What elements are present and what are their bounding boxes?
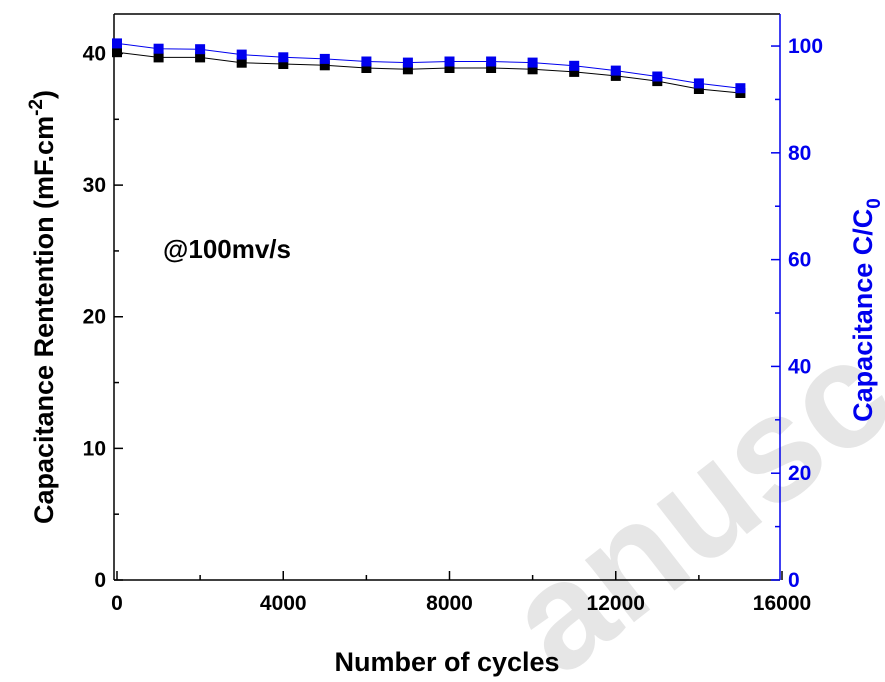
series-left-point (319, 60, 330, 71)
series-left-point (486, 63, 497, 73)
series-left-point (236, 57, 247, 68)
series-right-point (112, 38, 122, 49)
y-right-tick-label: 60 (788, 249, 811, 272)
y-left-tick-label: 0 (94, 569, 106, 592)
x-tick-label: 0 (111, 592, 123, 615)
series-left-point (195, 52, 206, 63)
y-right-axis-title: Capacitance C/C0 (848, 198, 885, 422)
series-layer (112, 38, 746, 98)
watermark-text: anusc (476, 306, 885, 682)
series-right-point (319, 53, 330, 64)
y-left-tick-label: 30 (83, 174, 106, 197)
y-right-tick-label: 20 (788, 462, 811, 485)
x-tick-label: 8000 (426, 592, 473, 615)
y-left-tick-label: 20 (83, 306, 106, 329)
y-left-tick-label: 40 (83, 42, 106, 65)
y-left-axis-title: Capacitance Rentention (mF.cm-2) (26, 90, 59, 524)
series-left-point (402, 64, 413, 75)
x-tick-label: 4000 (260, 592, 307, 615)
series-left-point (444, 63, 455, 73)
series-right-point (236, 49, 247, 60)
y-right-tick-label: 100 (788, 35, 823, 58)
series-right-line (116, 42, 741, 89)
series-left-point (569, 66, 580, 77)
rate-annotation: @100mv/s (163, 234, 291, 264)
series-right-point (527, 57, 538, 68)
x-tick-label: 16000 (753, 592, 811, 615)
series-right-point (195, 44, 206, 55)
series-right-point (693, 78, 704, 89)
ticks (114, 45, 783, 581)
y-right-tick-label: 80 (788, 142, 811, 165)
series-right-point (444, 56, 455, 67)
series-left-point (610, 70, 621, 81)
series-right-point (735, 83, 746, 94)
y-right-tick-label: 40 (788, 355, 811, 378)
series-left-point (278, 59, 289, 69)
y-left-title-sup: -2 (26, 99, 47, 116)
series-left-point (693, 84, 704, 94)
series-right-point (610, 65, 621, 76)
series-left-line (116, 51, 741, 94)
y-right-title-sub: 0 (864, 198, 885, 209)
series-right-point (402, 57, 413, 68)
series-right-point (569, 60, 580, 71)
y-left-title-main: Capacitance Rentention (mF.cm (29, 116, 59, 524)
series-left-point (153, 52, 164, 63)
y-left-title-close: ) (29, 90, 59, 99)
y-left-tick-label: 10 (83, 437, 106, 460)
series-left-point (361, 63, 372, 73)
series-right-point (278, 52, 289, 63)
y-right-tick-label: 0 (788, 569, 800, 592)
series-right-point (361, 56, 372, 67)
y-right-title-main: Capacitance C/C (848, 209, 878, 422)
series-right-point (652, 71, 663, 82)
plot-frame (113, 13, 781, 581)
watermark: anusc (476, 306, 885, 682)
x-tick-label: 12000 (587, 592, 645, 615)
series-right-point (486, 56, 497, 67)
x-axis-title: Number of cycles (334, 647, 559, 677)
series-left-point (112, 47, 122, 58)
series-left-point (527, 64, 538, 75)
series-right-point (153, 43, 164, 54)
